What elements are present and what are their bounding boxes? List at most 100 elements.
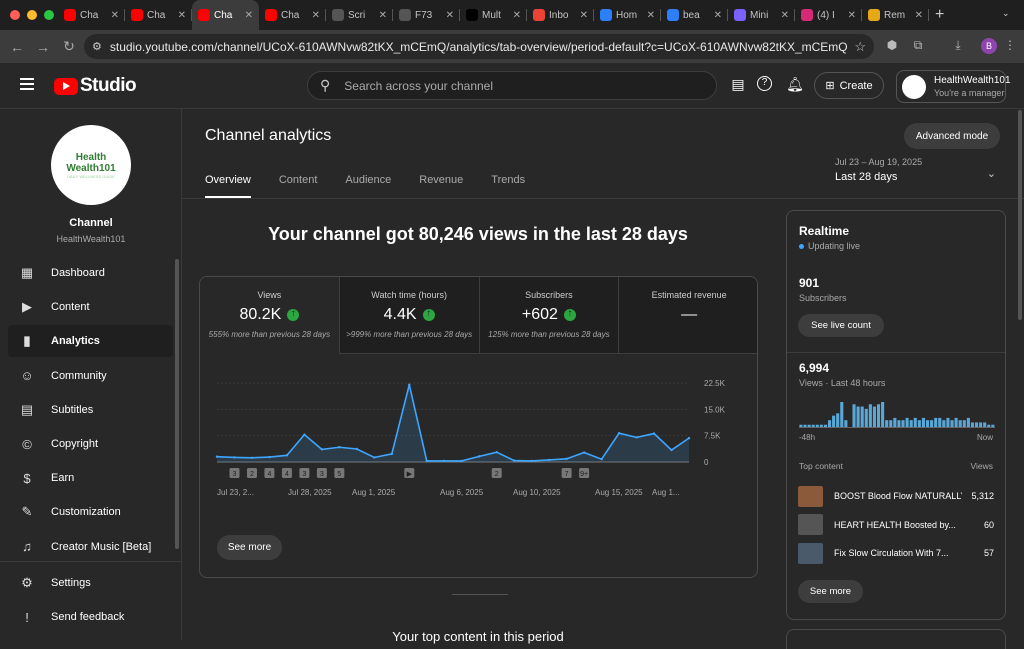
advanced-mode-button[interactable]: Advanced mode — [904, 123, 1000, 149]
data-point[interactable] — [582, 451, 586, 454]
realtime-bar[interactable] — [979, 422, 983, 427]
tab-search-icon[interactable]: ⌄ — [1002, 8, 1010, 18]
data-point[interactable] — [670, 448, 673, 452]
browser-tab[interactable]: Inbo ✕ — [527, 0, 594, 30]
close-tab-icon[interactable]: ✕ — [378, 9, 387, 21]
tab-content[interactable]: Content — [278, 174, 318, 186]
realtime-bar[interactable] — [893, 417, 897, 427]
realtime-bar[interactable] — [872, 406, 876, 427]
realtime-bar[interactable] — [864, 408, 868, 427]
browser-tab[interactable]: Scri ✕ — [326, 0, 393, 30]
upload-marker[interactable]: 9+ — [579, 468, 590, 478]
close-tab-icon[interactable]: ✕ — [713, 9, 722, 21]
browser-tab[interactable]: Mult ✕ — [460, 0, 527, 30]
browser-tab[interactable]: Rem ✕ — [862, 0, 929, 30]
close-tab-icon[interactable]: ✕ — [445, 9, 454, 21]
realtime-bar[interactable] — [844, 420, 848, 427]
realtime-bar[interactable] — [819, 424, 823, 427]
see-more-button[interactable]: See more — [217, 535, 282, 560]
realtime-bar[interactable] — [966, 417, 970, 427]
realtime-bar[interactable] — [954, 417, 958, 427]
data-point[interactable] — [547, 458, 551, 462]
realtime-bar[interactable] — [991, 424, 995, 427]
realtime-bar[interactable] — [987, 424, 991, 427]
realtime-bar[interactable] — [889, 420, 893, 427]
realtime-bar[interactable] — [946, 417, 950, 427]
tab-revenue[interactable]: Revenue — [419, 174, 464, 186]
sidebar-item-copyright[interactable]: © Copyright — [8, 428, 173, 460]
realtime-bar[interactable] — [917, 420, 921, 427]
upload-marker[interactable]: 4 — [281, 468, 292, 478]
browser-tab[interactable]: Cha ✕ — [125, 0, 192, 30]
realtime-bar[interactable] — [860, 406, 864, 427]
channel-avatar[interactable]: Health Wealth101 DAILY WELLNESS GUIDE — [51, 125, 131, 205]
tab-overview[interactable]: Overview — [205, 174, 251, 198]
upload-marker[interactable]: 5 — [334, 468, 345, 478]
upload-marker[interactable]: 3 — [229, 468, 240, 478]
data-point[interactable] — [233, 456, 236, 459]
see-live-count-button[interactable]: See live count — [798, 314, 884, 337]
sidebar-item-earn[interactable]: $ Earn — [8, 462, 173, 494]
data-point[interactable] — [250, 456, 254, 459]
data-point[interactable] — [460, 459, 463, 463]
realtime-bar[interactable] — [909, 420, 913, 427]
browser-tab[interactable]: (4) I ✕ — [795, 0, 862, 30]
realtime-see-more-button[interactable]: See more — [798, 580, 863, 603]
extension-icon[interactable]: ⬢ — [886, 38, 898, 52]
metric-card[interactable]: Watch time (hours) 4.4K >999% more than pr… — [339, 277, 480, 354]
data-point[interactable] — [512, 459, 516, 462]
data-point[interactable] — [635, 436, 638, 439]
sidebar-item-send[interactable]: ! Send feedback — [8, 601, 173, 633]
metric-card[interactable]: Estimated revenue — — [619, 277, 757, 354]
data-point[interactable] — [373, 456, 376, 459]
data-point[interactable] — [215, 455, 219, 458]
feedback-icon[interactable]: ▤ — [731, 76, 745, 92]
realtime-bar[interactable] — [925, 420, 930, 427]
maximize-window-button[interactable] — [44, 10, 54, 20]
sidebar-item-analytics[interactable]: ▮ Analytics — [8, 325, 173, 358]
data-point[interactable] — [303, 433, 306, 436]
realtime-bar-chart[interactable] — [799, 399, 995, 429]
realtime-bar[interactable] — [913, 417, 917, 427]
data-point[interactable] — [425, 459, 428, 463]
realtime-bar[interactable] — [950, 420, 954, 427]
realtime-bar[interactable] — [803, 424, 807, 427]
data-point[interactable] — [495, 450, 498, 454]
views-chart[interactable]: 0 7.5K 15.0K 22.5K 3 2 4 4 3 3 5 ▶ 2 7 9+ Jul 23, 2... J… — [200, 367, 758, 517]
realtime-bar[interactable] — [905, 417, 909, 427]
realtime-bar[interactable] — [876, 404, 881, 427]
data-point[interactable] — [478, 455, 481, 458]
top-content-row[interactable]: HEART HEALTH Boosted by... 60 — [798, 514, 994, 536]
sidebar-scrollbar[interactable] — [175, 259, 179, 549]
address-bar[interactable]: ⚙ studio.youtube.com/channel/UCoX-610AWN… — [84, 34, 874, 59]
menu-dots-icon[interactable]: ⋮ — [1004, 38, 1016, 52]
studio-logo[interactable]: Studio — [54, 75, 137, 97]
data-point[interactable] — [652, 432, 656, 435]
upload-marker[interactable]: 3 — [299, 468, 310, 478]
browser-tab[interactable]: bea ✕ — [661, 0, 728, 30]
sidebar-item-settings[interactable]: ⚙ Settings — [8, 567, 173, 599]
tab-trends[interactable]: Trends — [491, 174, 526, 186]
close-tab-icon[interactable]: ✕ — [646, 9, 655, 21]
data-point[interactable] — [320, 448, 324, 451]
tab-audience[interactable]: Audience — [345, 174, 392, 186]
bell-icon[interactable]: 🔔︎ — [786, 76, 804, 92]
data-point[interactable] — [390, 452, 394, 456]
sidebar-item-content[interactable]: ▶ Content — [8, 291, 173, 323]
sidebar-item-community[interactable]: ☺ Community — [8, 360, 173, 392]
upload-marker[interactable]: 3 — [316, 468, 327, 478]
data-point[interactable] — [687, 436, 691, 440]
data-point[interactable] — [617, 432, 621, 435]
close-tab-icon[interactable]: ✕ — [914, 9, 923, 21]
close-tab-icon[interactable]: ✕ — [780, 9, 789, 21]
data-point[interactable] — [338, 446, 341, 449]
close-tab-icon[interactable]: ✕ — [110, 9, 119, 21]
realtime-bar[interactable] — [856, 406, 860, 427]
help-icon[interactable]: ? — [757, 76, 772, 91]
close-tab-icon[interactable]: ✕ — [847, 9, 856, 21]
reload-icon[interactable]: ↻ — [63, 38, 75, 54]
close-tab-icon[interactable]: ✕ — [311, 9, 320, 21]
upload-marker[interactable]: 4 — [264, 468, 275, 478]
browser-tab[interactable]: Cha ✕ — [58, 0, 125, 30]
realtime-bar[interactable] — [852, 404, 856, 427]
